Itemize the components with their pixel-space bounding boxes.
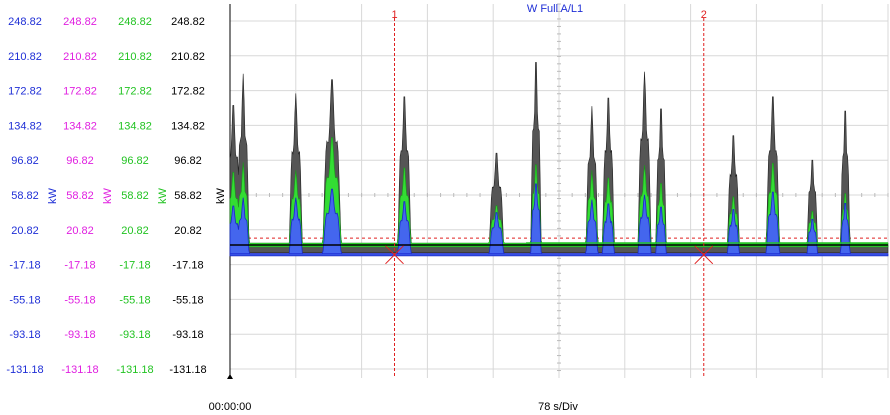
scale-tick-label: 134.82 <box>118 120 152 132</box>
scale-tick-label: 172.82 <box>63 86 97 98</box>
scale-tick-label: 248.82 <box>118 16 152 28</box>
scale-tick-label: 172.82 <box>118 86 152 98</box>
cursor-marker <box>385 245 404 265</box>
scale-column-1: 248.82 210.82 172.82 134.82 96.82 58.82 20.82 -… <box>6 16 43 376</box>
axis-origin-marker <box>227 374 233 379</box>
unit-labels: kW kW kW kW <box>47 187 227 204</box>
scale-column-3: 248.82 210.82 172.82 134.82 96.82 58.82 20.82 -… <box>116 16 153 376</box>
scale-tick-label: -17.18 <box>172 260 203 272</box>
scale-tick-label: 20.82 <box>174 225 202 237</box>
scale-tick-label: 210.82 <box>63 51 97 63</box>
scale-tick-label: 58.82 <box>11 190 39 202</box>
scale-tick-label: -131.18 <box>116 364 153 376</box>
scale-column-2: 248.82 210.82 172.82 134.82 96.82 58.82 20.82 -… <box>61 16 98 376</box>
scale-tick-label: 172.82 <box>8 86 42 98</box>
unit-label: kW <box>102 187 114 204</box>
y-scale-columns: 248.82 210.82 172.82 134.82 96.82 58.82 20.82 -… <box>6 16 206 376</box>
scale-tick-label: 210.82 <box>171 51 205 63</box>
time-start-label: 00:00:00 <box>209 401 252 413</box>
scale-tick-label: -17.18 <box>119 260 150 272</box>
scale-tick-label: -55.18 <box>119 294 150 306</box>
unit-label: kW <box>47 187 59 204</box>
scale-tick-label: -131.18 <box>169 364 206 376</box>
scale-tick-label: 58.82 <box>174 190 202 202</box>
scale-tick-label: 96.82 <box>66 155 94 167</box>
scale-tick-label: 20.82 <box>11 225 39 237</box>
scale-tick-label: 210.82 <box>118 51 152 63</box>
scale-tick-label: -93.18 <box>172 329 203 341</box>
chart-title: W Full A/L1 <box>527 3 583 15</box>
time-per-div-label: 78 s/Div <box>538 401 578 413</box>
scale-tick-label: 210.82 <box>8 51 42 63</box>
scale-tick-label: 134.82 <box>171 120 205 132</box>
traces <box>229 62 889 257</box>
scale-tick-label: -55.18 <box>64 294 95 306</box>
scale-tick-label: -55.18 <box>172 294 203 306</box>
scale-tick-label: -17.18 <box>64 260 95 272</box>
scale-tick-label: 58.82 <box>121 190 149 202</box>
scale-tick-label: -93.18 <box>119 329 150 341</box>
cursor-marker <box>694 245 714 265</box>
cursor-label: 2 <box>701 9 707 21</box>
scale-tick-label: -131.18 <box>61 364 98 376</box>
scale-tick-label: 134.82 <box>8 120 42 132</box>
scale-tick-label: 248.82 <box>8 16 42 28</box>
scale-tick-label: -93.18 <box>9 329 40 341</box>
scale-tick-label: 58.82 <box>66 190 94 202</box>
scale-tick-label: -93.18 <box>64 329 95 341</box>
scale-column-4: 248.82 210.82 172.82 134.82 96.82 58.82 20.82 -… <box>169 16 206 376</box>
scale-tick-label: 248.82 <box>171 16 205 28</box>
scale-tick-label: -131.18 <box>6 364 43 376</box>
scale-tick-label: 20.82 <box>66 225 94 237</box>
scale-tick-label: -17.18 <box>9 260 40 272</box>
cursor-1[interactable]: 1 <box>385 9 404 378</box>
scale-tick-label: 96.82 <box>174 155 202 167</box>
scale-tick-label: 96.82 <box>121 155 149 167</box>
cursor-label: 1 <box>391 9 397 21</box>
scale-tick-label: 134.82 <box>63 120 97 132</box>
scale-tick-label: -55.18 <box>9 294 40 306</box>
unit-label: kW <box>215 187 227 204</box>
scale-tick-label: 20.82 <box>121 225 149 237</box>
scale-tick-label: 96.82 <box>11 155 39 167</box>
cursor-2[interactable]: 2 <box>694 9 714 378</box>
unit-label: kW <box>157 187 169 204</box>
scale-tick-label: 172.82 <box>171 86 205 98</box>
scale-tick-label: 248.82 <box>63 16 97 28</box>
